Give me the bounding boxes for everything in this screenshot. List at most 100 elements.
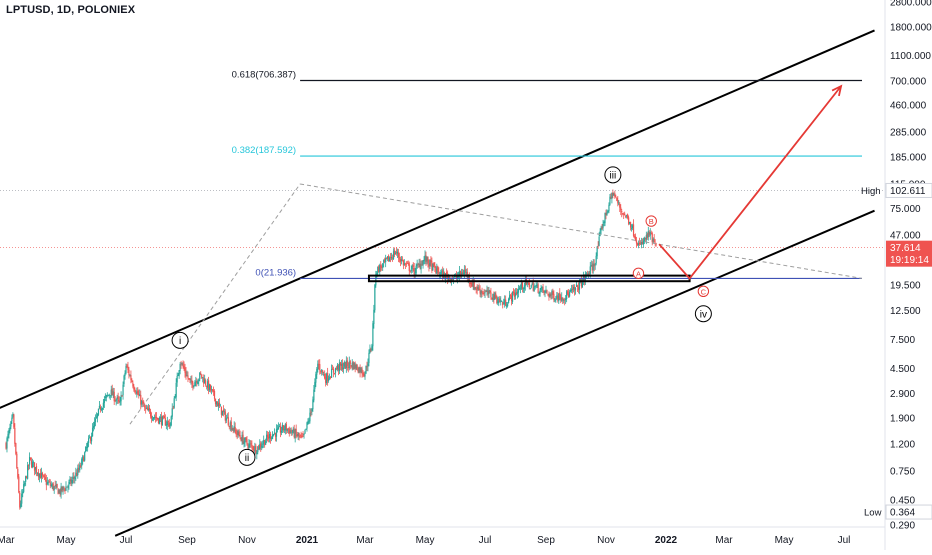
price-tick-label: 185.000 (890, 152, 927, 163)
candle-body (360, 367, 362, 373)
candle-body (89, 437, 91, 439)
candle-body (126, 365, 128, 367)
candle-body (432, 263, 434, 271)
candle-body (598, 236, 600, 246)
candle-body (569, 291, 571, 297)
candle-body (76, 473, 78, 476)
candle-body (461, 272, 463, 275)
wave-label-text: i (179, 336, 181, 347)
candle-body (376, 272, 378, 275)
candle-body (190, 380, 192, 382)
candle-body (78, 467, 80, 470)
candle-body (91, 427, 94, 437)
candle-body (192, 382, 194, 387)
candle-body (146, 407, 148, 409)
candle-body (27, 465, 29, 479)
candle-body (512, 291, 515, 294)
candle-body (303, 433, 305, 436)
candle-body (481, 290, 483, 293)
candle-body (321, 369, 323, 372)
candle-body (516, 291, 519, 294)
candle-body (173, 398, 175, 408)
wave-label-circle (171, 331, 189, 349)
channel-line[interactable] (114, 209, 875, 537)
candle-body (635, 240, 638, 244)
candle-body (147, 407, 149, 411)
candle-body (515, 292, 518, 295)
candle-body (517, 289, 520, 293)
candle-body (600, 227, 602, 231)
candle-body (58, 490, 60, 494)
candle-body (161, 416, 163, 426)
dashed-trendline[interactable] (300, 183, 863, 279)
candle-body (28, 464, 30, 466)
candle-body (95, 416, 98, 418)
candle-body (135, 392, 137, 394)
candle-body (595, 255, 597, 264)
dashed-fib-anchor-line[interactable] (129, 183, 301, 425)
candle-body (424, 255, 426, 261)
candle-body (102, 402, 104, 408)
candle-body (416, 264, 418, 267)
price-tick-label: 1.200 (890, 440, 915, 451)
candle-body (629, 222, 632, 228)
bar-countdown: 19:19:14 (890, 255, 929, 266)
candle-body (338, 362, 341, 372)
candle-body (465, 272, 467, 274)
candle-body (509, 294, 512, 296)
candle-body (462, 273, 464, 275)
candle-body (520, 282, 523, 289)
candle-body (408, 263, 410, 271)
candle-body (630, 228, 633, 229)
candle-body (129, 375, 131, 377)
channel-line[interactable] (0, 29, 875, 409)
candle-body (285, 423, 287, 431)
candle-body (460, 272, 463, 275)
candle-body (528, 282, 530, 288)
candle-body (389, 257, 391, 262)
candle-body (103, 399, 105, 403)
candle-body (138, 394, 140, 396)
candle-body (494, 292, 496, 300)
candle-body (249, 443, 251, 445)
candle-body (423, 259, 425, 262)
candle-body (39, 473, 42, 479)
candle-body (410, 269, 412, 272)
candle-body (648, 232, 650, 235)
candle-body (218, 402, 221, 407)
candle-body (50, 485, 52, 486)
candle-body (546, 290, 548, 293)
candle-body (389, 257, 392, 258)
candle-body (483, 293, 485, 295)
candle-body (580, 279, 583, 287)
candle-body (474, 287, 476, 290)
candle-body (159, 417, 162, 419)
candle-body (179, 363, 181, 371)
time-tick-label: 2021 (296, 535, 319, 546)
price-tick-label: 12.500 (890, 306, 921, 317)
candle-body (559, 292, 561, 299)
candle-body (114, 400, 116, 402)
candle-body (564, 299, 566, 301)
candle-body (52, 483, 54, 490)
candle-body (322, 370, 324, 373)
candle-body (521, 282, 523, 289)
candle-body (377, 266, 379, 273)
candle-body (151, 418, 154, 420)
candle-body (92, 425, 95, 428)
candle-body (207, 381, 209, 388)
candle-body (621, 210, 623, 213)
high-badge-value: 102.611 (890, 186, 926, 197)
candle-body (238, 431, 240, 436)
candle-body (536, 284, 538, 287)
candle-body (501, 301, 503, 302)
candle-body (455, 275, 458, 279)
candle-body (220, 406, 223, 415)
candle-body (281, 424, 283, 431)
candle-body (649, 231, 651, 236)
candle-body (10, 421, 12, 427)
candle-body (267, 434, 269, 438)
projection-path[interactable] (658, 85, 842, 280)
